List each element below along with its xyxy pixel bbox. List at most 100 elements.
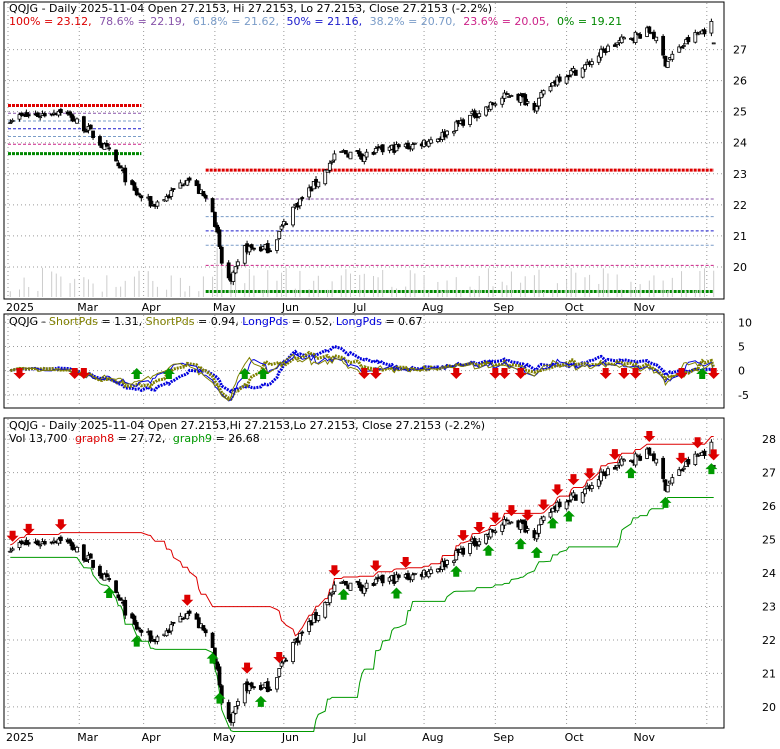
price-candle-body: [164, 196, 169, 202]
channel-candle-body: [185, 613, 190, 620]
channel-candle-body: [284, 659, 289, 662]
price-x-axis: 2025 Mar Apr May Jun Jul Aug Sep Oct Nov: [6, 301, 656, 314]
price-candle-body: [412, 142, 417, 145]
pds-sell-arrow: [599, 368, 612, 379]
channel-candle-body: [635, 454, 640, 457]
channel-candle-body: [679, 469, 684, 472]
price-candle-body: [525, 101, 530, 104]
pds-y-tick-label: 5: [738, 340, 745, 353]
fibonacci-levels: [8, 103, 714, 293]
price-candle-body: [196, 183, 201, 194]
graph9-value: = 26.68: [216, 432, 260, 445]
price-candle-body: [507, 96, 512, 98]
price-candle-body: [638, 34, 643, 39]
channel-candle-body: [279, 662, 284, 667]
price-x-tick-label: Aug: [422, 301, 443, 314]
channel-candle-body: [88, 553, 93, 559]
channel-y-tick-label: 28: [762, 433, 776, 446]
channel-sell-arrow: [551, 484, 564, 496]
pds-sell-arrow: [13, 368, 26, 379]
pds-sell-arrow: [68, 368, 81, 379]
channel-candle-body: [681, 467, 686, 470]
price-candle-body: [654, 36, 659, 42]
price-candle-body: [10, 119, 15, 122]
channel-candle-body: [355, 580, 360, 583]
price-candle-body: [670, 53, 675, 60]
pds-title-short2: ShortPds: [146, 315, 195, 328]
price-candle-body: [557, 76, 562, 82]
channel-candle-body: [488, 529, 493, 538]
channel-panel: 28 27 26 25 24 23 22 21 20 2025 Mar Apr May Jun Jul Au…: [3, 417, 776, 744]
channel-candle-body: [523, 520, 528, 533]
channel-buy-arrow: [213, 692, 226, 704]
channel-candle-body: [118, 597, 123, 601]
price-candle-body: [380, 144, 385, 153]
price-candle-body: [612, 44, 617, 47]
channel-sell-arrow: [181, 594, 194, 606]
price-candle-body: [429, 139, 433, 144]
price-candle-body: [394, 144, 399, 152]
channel-candle-body: [633, 453, 638, 466]
channel-sell-arrow: [489, 512, 502, 524]
channel-candle-body: [169, 624, 174, 632]
pds-title-prefix: QQJG -: [9, 315, 49, 328]
channel-candle-body: [606, 468, 610, 476]
channel-candle-body: [187, 610, 192, 614]
channel-candle-body: [665, 484, 670, 493]
channel-candle-body: [164, 630, 169, 637]
price-candle-body: [114, 149, 118, 162]
price-candle-body: [500, 97, 505, 105]
channel-candle-body: [461, 547, 466, 555]
channel-candle-body: [10, 548, 15, 551]
channel-candle-body: [339, 581, 344, 584]
channel-x-tick-label: May: [213, 731, 236, 744]
price-candle-body: [396, 144, 401, 148]
price-candle-body: [484, 106, 489, 116]
channel-sell-arrow: [675, 452, 688, 464]
price-candle-body: [566, 74, 571, 78]
price-candle-body: [679, 46, 684, 49]
pds-arrows: [13, 368, 720, 379]
price-candle-body: [104, 142, 109, 147]
channel-candle-body: [75, 546, 79, 553]
price-candle-body: [185, 179, 190, 186]
channel-candle-body: [98, 565, 102, 577]
price-x-tick-label: Nov: [634, 301, 656, 314]
price-candle-body: [155, 201, 160, 207]
channel-buy-arrow: [482, 544, 495, 556]
channel-candle-body: [454, 550, 459, 561]
price-candle-body: [589, 61, 594, 65]
channel-candle-body: [468, 543, 472, 554]
channel-sell-arrow: [22, 523, 35, 535]
price-candle-body: [693, 32, 698, 43]
channel-candle-body: [325, 602, 330, 606]
pds-sell-arrow: [707, 368, 720, 379]
channel-candle-body: [56, 538, 61, 544]
channel-candle-body: [233, 706, 238, 714]
price-candle-body: [249, 244, 254, 249]
volume-label: Vol 13,700: [9, 432, 67, 445]
channel-candle-body: [91, 559, 95, 568]
fib-legend-100: 100% = 23.12,: [9, 15, 92, 28]
channel-sell-arrow: [241, 662, 254, 674]
channel-candle-body: [8, 550, 13, 553]
price-candle-body: [42, 113, 47, 117]
channel-candle-body: [452, 560, 456, 563]
pds-title-long1-value: = 0.52,: [292, 315, 336, 328]
pds-sell-arrow: [77, 368, 90, 379]
channel-candle-body: [70, 542, 75, 550]
channel-x-tick-label: Sep: [493, 731, 514, 744]
price-candle-body: [504, 93, 509, 95]
channel-candle-body: [504, 519, 509, 522]
channel-buy-arrow: [546, 517, 559, 529]
price-y-tick-label: 21: [733, 230, 747, 243]
price-candle-body: [332, 153, 337, 161]
price-candle-body: [134, 188, 139, 196]
fib-legend-0: 0% = 19.21: [557, 15, 622, 28]
price-x-tick-label: Jun: [281, 301, 299, 314]
channel-candle-body: [265, 681, 270, 693]
channel-candle-body: [84, 560, 89, 562]
channel-candle-body: [148, 630, 153, 642]
price-candle-body: [472, 110, 477, 118]
